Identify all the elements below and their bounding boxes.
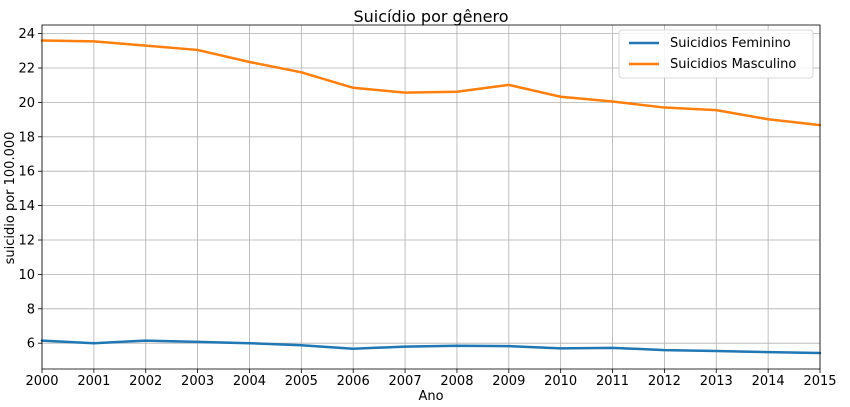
legend: Suicidios Feminino Suicidios Masculino	[618, 29, 814, 79]
y-tick-label: 8	[27, 302, 35, 317]
y-tick-label: 16	[18, 165, 35, 180]
y-tick-label: 24	[18, 27, 35, 42]
y-tick-label: 6	[27, 337, 35, 352]
x-tick-label: 2000	[25, 374, 58, 389]
grid	[41, 25, 821, 369]
y-tick-label: 12	[18, 234, 35, 249]
x-tick-label: 2010	[544, 374, 577, 389]
x-tick-label: 2008	[440, 374, 473, 389]
chart-title: Suicídio por gênero	[353, 7, 508, 26]
y-tick-label: 22	[18, 62, 35, 77]
x-tick-label: 2009	[492, 374, 525, 389]
plot-frame	[41, 24, 821, 370]
y-tick-label: 14	[18, 199, 35, 214]
y-axis-ticks: 6 8 10 12 14 16 18 20 22 24	[18, 27, 42, 352]
x-axis-ticks: 2000 2001 2002 2003 2004 2005 2006 2007 2008 2009…	[25, 369, 837, 389]
series-lines	[40, 39, 822, 355]
legend-box	[618, 29, 814, 79]
series-line-feminino	[40, 339, 822, 355]
x-tick-label: 2012	[648, 374, 681, 389]
x-tick-label: 2002	[129, 374, 162, 389]
y-tick-label: 18	[18, 130, 35, 145]
x-tick-label: 2007	[389, 374, 422, 389]
x-tick-label: 2014	[752, 374, 785, 389]
x-tick-label: 2001	[77, 374, 110, 389]
x-tick-label: 2015	[803, 374, 836, 389]
x-tick-label: 2003	[181, 374, 214, 389]
y-tick-label: 20	[18, 96, 35, 111]
x-tick-label: 2005	[285, 374, 318, 389]
x-tick-label: 2004	[233, 374, 266, 389]
legend-label-feminino: Suicidios Feminino	[670, 36, 791, 51]
series-line-masculino	[40, 39, 822, 127]
legend-label-masculino: Suicidios Masculino	[670, 57, 796, 72]
x-axis-label: Ano	[418, 389, 443, 404]
x-tick-label: 2006	[337, 374, 370, 389]
x-tick-label: 2011	[596, 374, 629, 389]
x-tick-label: 2013	[700, 374, 733, 389]
y-axis-label: suicidio por 100.000	[3, 132, 18, 265]
y-tick-label: 10	[18, 268, 35, 283]
